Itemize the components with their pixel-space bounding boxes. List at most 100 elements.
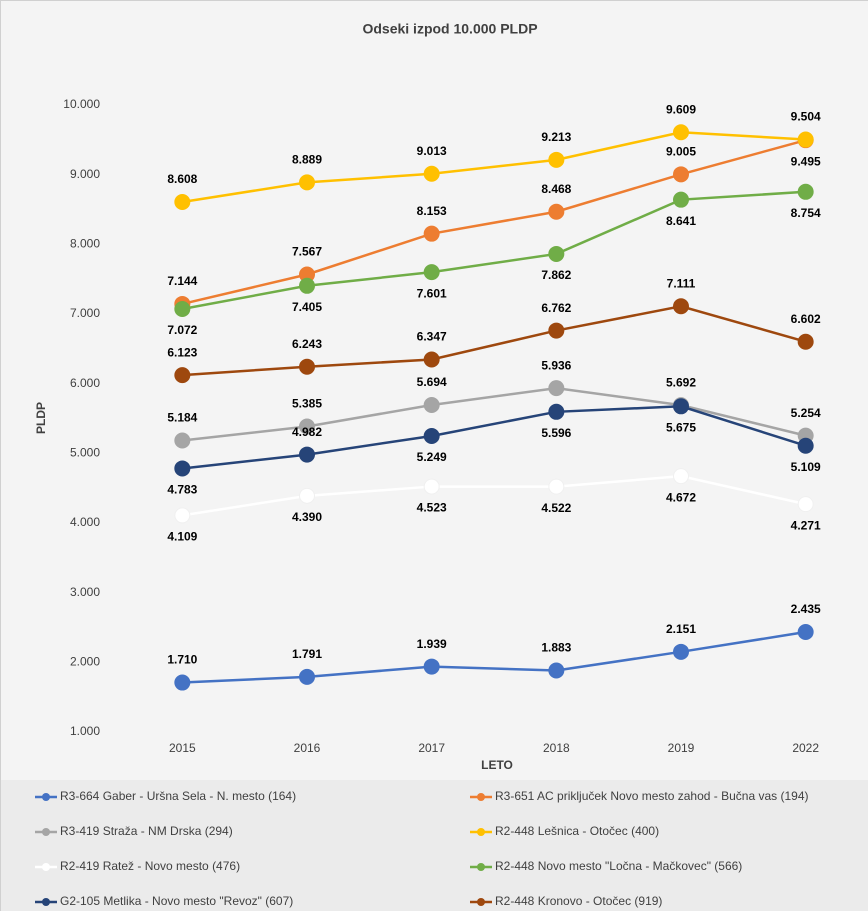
- series-marker: [797, 624, 814, 641]
- data-label: 1.791: [292, 647, 322, 661]
- legend-label: R2-448 Lešnica - Otočec (400): [495, 824, 659, 838]
- data-label: 1.939: [417, 637, 447, 651]
- data-label: 2.151: [666, 622, 696, 636]
- y-tick-label: 1.000: [70, 724, 100, 738]
- series-marker: [174, 507, 191, 524]
- legend-background: [0, 780, 868, 911]
- series-marker: [673, 298, 689, 315]
- data-label: 5.936: [541, 358, 571, 372]
- y-tick-label: 9.000: [70, 167, 100, 181]
- legend-swatch-marker: [477, 863, 485, 871]
- data-label: 5.694: [417, 375, 447, 389]
- legend-swatch-marker: [477, 793, 485, 801]
- data-label: 1.883: [541, 641, 571, 655]
- series-marker: [299, 277, 315, 294]
- series-marker: [673, 643, 689, 660]
- legend-swatch-marker: [477, 898, 485, 906]
- data-label: 8.754: [791, 206, 821, 220]
- series-marker: [423, 165, 440, 182]
- data-label: 9.504: [791, 110, 821, 124]
- x-tick-label: 2017: [418, 741, 445, 755]
- data-label: 8.468: [541, 182, 571, 196]
- data-label: 2.435: [791, 602, 821, 616]
- legend-swatch-marker: [42, 898, 50, 906]
- series-marker: [548, 662, 565, 679]
- data-label: 7.072: [167, 323, 197, 337]
- series-marker: [797, 496, 814, 513]
- data-label: 9.609: [666, 102, 696, 116]
- x-tick-label: 2016: [294, 741, 321, 755]
- series-marker: [673, 191, 689, 208]
- series-marker: [423, 225, 440, 242]
- series-marker: [423, 264, 440, 281]
- x-tick-label: 2022: [792, 741, 819, 755]
- series-marker: [174, 460, 191, 477]
- legend-label: R2-448 Novo mesto "Ločna - Mačkovec" (56…: [495, 859, 742, 873]
- data-label: 5.184: [167, 411, 197, 425]
- legend-label: R3-419 Straža - NM Drska (294): [60, 824, 233, 838]
- series-marker: [299, 668, 315, 685]
- data-label: 7.405: [292, 300, 322, 314]
- legend-swatch-marker: [42, 793, 50, 801]
- data-label: 6.123: [167, 345, 197, 359]
- series-line: [182, 138, 806, 306]
- series-marker: [797, 131, 814, 148]
- data-label: 4.783: [167, 483, 197, 497]
- series-marker: [299, 418, 315, 435]
- y-axis-title: PLDP: [34, 402, 48, 434]
- series-marker: [174, 367, 191, 384]
- series-marker: [423, 396, 440, 413]
- y-tick-label: 5.000: [70, 446, 100, 460]
- data-label: 5.254: [791, 406, 821, 420]
- y-tick-label: 10.000: [63, 97, 100, 111]
- data-label: 4.672: [666, 490, 696, 504]
- data-label: 4.390: [292, 510, 322, 524]
- data-label: 8.608: [167, 172, 197, 186]
- data-label: 5.692: [666, 375, 696, 389]
- series-line: [182, 190, 806, 311]
- y-tick-label: 7.000: [70, 306, 100, 320]
- legend-swatch-marker: [42, 863, 50, 871]
- data-label: 6.347: [417, 330, 447, 344]
- data-label: 1.710: [167, 653, 197, 667]
- series-marker: [299, 174, 315, 191]
- data-label: 5.675: [666, 420, 696, 434]
- data-label: 7.144: [167, 274, 197, 288]
- y-tick-label: 2.000: [70, 655, 100, 669]
- legend-label: R2-448 Kronovo - Otočec (919): [495, 894, 662, 908]
- data-label: 5.249: [417, 450, 447, 464]
- data-label: 5.596: [541, 426, 571, 440]
- legend-swatch-marker: [42, 828, 50, 836]
- series-line: [182, 630, 806, 684]
- series-marker: [673, 166, 689, 183]
- y-tick-label: 3.000: [70, 585, 100, 599]
- series-marker: [548, 245, 565, 262]
- series-marker: [673, 124, 689, 141]
- data-label: 9.013: [417, 144, 447, 158]
- series-marker: [548, 322, 565, 339]
- series-marker: [797, 183, 814, 200]
- data-label: 7.567: [292, 245, 322, 259]
- x-tick-label: 2018: [543, 741, 570, 755]
- series-marker: [299, 358, 315, 375]
- legend-swatch-marker: [477, 828, 485, 836]
- series-marker: [423, 658, 440, 675]
- series-marker: [423, 427, 440, 444]
- series-line: [182, 130, 806, 204]
- series-line: [182, 474, 806, 517]
- data-label: 4.109: [167, 530, 197, 544]
- data-label: 5.109: [791, 460, 821, 474]
- data-label: 4.522: [541, 501, 571, 515]
- data-label: 6.762: [541, 301, 571, 315]
- data-label: 4.982: [292, 425, 322, 439]
- series-marker: [174, 193, 191, 210]
- data-label: 6.602: [791, 312, 821, 326]
- series-marker: [548, 151, 565, 168]
- series-marker: [174, 300, 191, 317]
- data-label: 4.271: [791, 518, 821, 532]
- series-marker: [548, 478, 565, 495]
- data-label: 9.495: [791, 154, 821, 168]
- series-marker: [299, 487, 315, 504]
- x-tick-label: 2019: [668, 741, 695, 755]
